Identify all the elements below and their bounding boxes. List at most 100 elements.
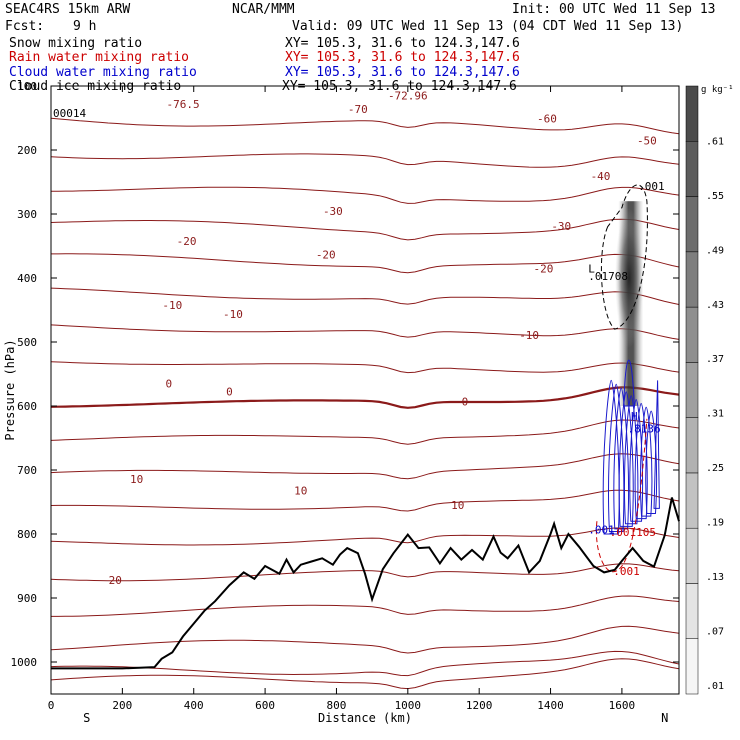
field-annotation: .8136 [627, 422, 660, 435]
field-annotation: .01708 [588, 270, 628, 283]
isotherm-line [51, 453, 679, 480]
contour-labels: -76.5 -72.96 -70 -60 -50 -40 -30 -30 -20 -20 -20 -1… [53, 90, 665, 587]
field-annotation: .001105 [610, 526, 656, 539]
x-tick-label: 1200 [466, 699, 493, 712]
field-xy-cloud-water: XY= 105.3, 31.6 to 124.3,147.6 [285, 65, 520, 80]
colorbar: .01 .07 .13 .19 .25 .31 .37 .43 .49 .55 .61 g kg⁻¹ [685, 85, 734, 695]
colorbar-segment [685, 638, 699, 695]
isotherm-label: -10 [223, 308, 243, 321]
cloud-water-contour [613, 387, 630, 530]
colorbar-segment [685, 251, 699, 308]
cloud-water-contour-right [653, 380, 660, 509]
isotherm-label: -10 [519, 329, 539, 342]
org-label: NCAR/MMM [232, 2, 295, 17]
isotherm-label: -70 [348, 103, 368, 116]
y-tick-label: 400 [17, 272, 37, 285]
colorbar-tick-label: .19 [706, 518, 724, 529]
cloud-water-contour-top [623, 359, 635, 407]
field-xy-rain: XY= 105.3, 31.6 to 124.3,147.6 [285, 50, 520, 65]
colorbar-segment [685, 196, 699, 253]
plot-frame [50, 85, 680, 695]
isotherm-line [51, 117, 679, 135]
init-time: Init: 00 UTC Wed 11 Sep 13 [512, 2, 716, 17]
isotherm-label: -30 [323, 205, 343, 218]
x-tick-label: 800 [327, 699, 347, 712]
isotherm-label: 0 [226, 385, 233, 398]
field-annotation: .001 [588, 524, 615, 537]
isotherm-line [51, 218, 679, 241]
isotherm-label: -30 [551, 220, 571, 233]
isotherm-line [51, 361, 679, 374]
isotherm-label: -20 [533, 262, 553, 275]
isotherm-line [51, 563, 679, 582]
isotherm-label: -76.5 [166, 98, 199, 111]
cloud-water-contours [595, 359, 660, 573]
isotherm-line [51, 153, 679, 168]
colorbar-segment [685, 362, 699, 418]
rain-contour-dashed [595, 418, 648, 573]
colorbar-tick-label: .37 [706, 354, 724, 365]
temperature-contours [51, 117, 679, 690]
colorbar-tick-label: .01 [706, 681, 724, 692]
terrain-group [51, 497, 680, 670]
isotherm-label: -50 [637, 134, 657, 147]
cloud-water-contour [608, 383, 625, 532]
isotherm-line [51, 489, 679, 512]
isotherm-line [51, 595, 679, 617]
y-tick-label: 300 [17, 208, 37, 221]
isotherm-label: -20 [316, 248, 336, 261]
isotherm-line [51, 253, 679, 274]
y-tick-label: 100 [17, 80, 37, 93]
isotherm-label: 0 [165, 378, 172, 391]
snow-contour-dashed [600, 184, 648, 330]
south-label: S [83, 711, 90, 725]
isotherm-line [51, 186, 679, 204]
terrain-line [51, 497, 680, 670]
cloud-water-contour [634, 402, 648, 520]
colorbar-tick-label: .43 [706, 300, 724, 311]
colorbar-segment [685, 527, 699, 584]
north-label: N [661, 711, 668, 725]
isotherm-line [51, 658, 679, 690]
isotherm-label: -40 [591, 170, 611, 183]
isotherm-line [51, 650, 679, 677]
isotherm-label: 20 [109, 574, 122, 587]
colorbar-tick-label: .55 [706, 191, 724, 202]
colorbar-tick-label: .25 [706, 463, 724, 474]
cloud-water-contour [639, 406, 653, 517]
isotherm-line [51, 419, 679, 445]
model-title: SEAC4RS 15km ARW [5, 2, 131, 17]
field-annotation: H [631, 410, 638, 423]
isotherm-line [51, 386, 679, 409]
colorbar-segment [685, 306, 699, 363]
colorbar-tick-label: .13 [706, 572, 724, 583]
colorbar-tick-label: .31 [706, 409, 724, 420]
isotherm-line [51, 625, 679, 654]
x-tick-label: 0 [48, 699, 55, 712]
field-label-rain: Rain water mixing ratio [9, 50, 190, 65]
field-annotation: .001 [638, 180, 665, 193]
field-annotation: L [588, 262, 595, 275]
field-annotation: .001 [613, 565, 640, 578]
x-axis-label: Distance (km) [318, 711, 412, 725]
y-tick-label: 600 [17, 400, 37, 413]
y-tick-label: 800 [17, 528, 37, 541]
isotherm-label: 10 [451, 499, 464, 512]
colorbar-segment [685, 85, 699, 142]
colorbar-unit: g kg⁻¹ [701, 85, 734, 95]
valid-time: Valid: 09 UTC Wed 11 Sep 13 (04 CDT Wed … [292, 19, 684, 34]
isotherm-label: -72.96 [388, 90, 428, 103]
field-annotation: 00014 [53, 107, 86, 120]
x-tick-label: 400 [184, 699, 204, 712]
x-tick-label: 1400 [537, 699, 564, 712]
y-tick-label: 500 [17, 336, 37, 349]
colorbar-segment [685, 472, 699, 529]
colorbar-tick-label: .61 [706, 136, 724, 147]
x-tick-label: 600 [255, 699, 275, 712]
cloud-water-contour [629, 399, 644, 522]
colorbar-tick-label: .07 [706, 626, 724, 637]
isotherm-line [51, 527, 679, 546]
y-axis-label: Pressure (hPa) [3, 339, 17, 440]
forecast-label: Fcst: [5, 19, 45, 34]
